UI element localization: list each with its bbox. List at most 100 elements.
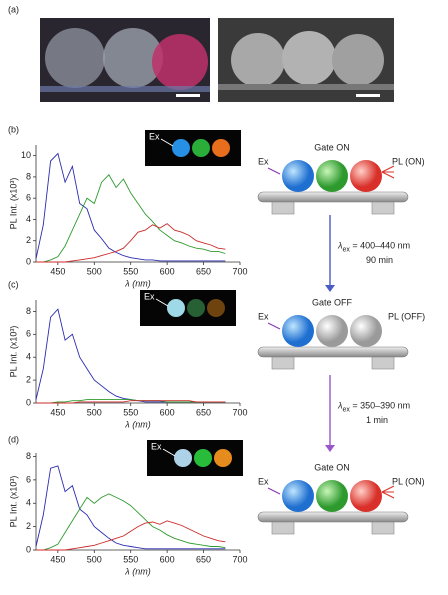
inset-glow xyxy=(192,139,210,157)
y-tick-label: 8 xyxy=(26,306,31,316)
spectrum-line xyxy=(36,521,225,550)
pl-label: PL (ON) xyxy=(392,476,425,486)
x-tick-label: 500 xyxy=(87,554,102,564)
x-axis-label: λ (nm) xyxy=(124,419,150,429)
x-tick-label: 600 xyxy=(160,266,175,276)
y-tick-label: 6 xyxy=(26,329,31,339)
sphere xyxy=(350,160,382,192)
sphere xyxy=(316,315,348,347)
spectrum-line xyxy=(36,224,225,262)
x-tick-label: 450 xyxy=(50,266,65,276)
inset-glow xyxy=(174,449,192,467)
pl-arrow xyxy=(382,166,394,172)
panel-label: (b) xyxy=(8,124,19,134)
panel-label: (a) xyxy=(8,4,19,14)
figure: (a)(b)(c)(d)0246810450500550600650700λ (… xyxy=(0,0,448,595)
ex-arrow xyxy=(268,323,280,329)
y-tick-label: 6 xyxy=(26,474,31,484)
platform xyxy=(258,512,408,522)
x-tick-label: 650 xyxy=(196,266,211,276)
y-axis-label: PL Int. (x10³) xyxy=(8,178,18,230)
pl-arrow xyxy=(382,172,394,178)
x-axis-label: λ (nm) xyxy=(124,566,150,576)
range: = 350–390 nm xyxy=(350,401,410,411)
y-axis-label: PL Int. (x10³) xyxy=(8,326,18,378)
inset-label: Ex xyxy=(149,131,160,141)
y-tick-label: 2 xyxy=(26,374,31,384)
inset-glow xyxy=(214,449,232,467)
y-tick-label: 4 xyxy=(26,214,31,224)
platform xyxy=(258,347,408,357)
x-tick-label: 600 xyxy=(160,407,175,417)
ex-arrow xyxy=(268,488,280,494)
y-tick-label: 0 xyxy=(26,397,31,407)
spectrum-line xyxy=(36,154,225,261)
platform xyxy=(258,192,408,202)
x-tick-label: 700 xyxy=(232,554,247,564)
ex-label: Ex xyxy=(258,311,269,321)
x-tick-label: 700 xyxy=(232,407,247,417)
inset-glow xyxy=(207,299,225,317)
sphere xyxy=(282,480,314,512)
gate-label: Gate OFF xyxy=(312,297,353,307)
y-tick-label: 0 xyxy=(26,256,31,266)
x-tick-label: 550 xyxy=(123,266,138,276)
arrow-head xyxy=(325,285,335,292)
inset-glow xyxy=(172,139,190,157)
gate-label: Gate ON xyxy=(314,142,350,152)
y-tick-label: 2 xyxy=(26,521,31,531)
arrow-time: 1 min xyxy=(366,415,388,425)
inset-glow xyxy=(194,449,212,467)
photo-optical xyxy=(40,18,210,102)
y-tick-label: 0 xyxy=(26,544,31,554)
ex-label: Ex xyxy=(258,476,269,486)
inset-glow xyxy=(187,299,205,317)
x-tick-label: 450 xyxy=(50,554,65,564)
arrow-condition: λex = 350–390 nm xyxy=(337,401,410,413)
x-tick-label: 650 xyxy=(196,554,211,564)
ex-label: Ex xyxy=(258,156,269,166)
y-tick-label: 8 xyxy=(26,171,31,181)
x-tick-label: 550 xyxy=(123,407,138,417)
panel-label: (c) xyxy=(8,279,19,289)
sphere xyxy=(350,480,382,512)
photo-sem xyxy=(218,18,394,102)
y-tick-label: 4 xyxy=(26,352,31,362)
inset-label: Ex xyxy=(151,441,162,451)
x-tick-label: 500 xyxy=(87,407,102,417)
ex-arrow xyxy=(268,168,280,174)
y-tick-label: 10 xyxy=(21,150,31,160)
spectrum-line xyxy=(36,466,225,549)
y-axis-label: PL Int. (x10³) xyxy=(8,476,18,528)
pl-arrow xyxy=(382,492,394,498)
x-tick-label: 550 xyxy=(123,554,138,564)
y-tick-label: 2 xyxy=(26,235,31,245)
x-tick-label: 500 xyxy=(87,266,102,276)
spectrum-line xyxy=(36,175,225,262)
panel-label: (d) xyxy=(8,434,19,444)
arrow-head xyxy=(325,445,335,452)
pl-label: PL (OFF) xyxy=(388,311,425,321)
sphere xyxy=(316,160,348,192)
inset-glow xyxy=(212,139,230,157)
sphere xyxy=(282,315,314,347)
pl-arrow xyxy=(382,486,394,492)
y-tick-label: 8 xyxy=(26,451,31,461)
x-tick-label: 600 xyxy=(160,554,175,564)
range: = 400–440 nm xyxy=(350,241,410,251)
inset-label: Ex xyxy=(144,291,155,301)
spectrum-line xyxy=(36,400,225,403)
y-tick-label: 6 xyxy=(26,193,31,203)
sphere xyxy=(350,315,382,347)
gate-label: Gate ON xyxy=(314,462,350,472)
x-axis-label: λ (nm) xyxy=(124,278,150,288)
pl-label: PL (ON) xyxy=(392,156,425,166)
arrow-time: 90 min xyxy=(366,255,393,265)
spectrum-line xyxy=(36,494,225,550)
sphere xyxy=(316,480,348,512)
arrow-condition: λex = 400–440 nm xyxy=(337,241,410,253)
inset-glow xyxy=(167,299,185,317)
x-tick-label: 650 xyxy=(196,407,211,417)
sphere xyxy=(282,160,314,192)
y-tick-label: 4 xyxy=(26,498,31,508)
